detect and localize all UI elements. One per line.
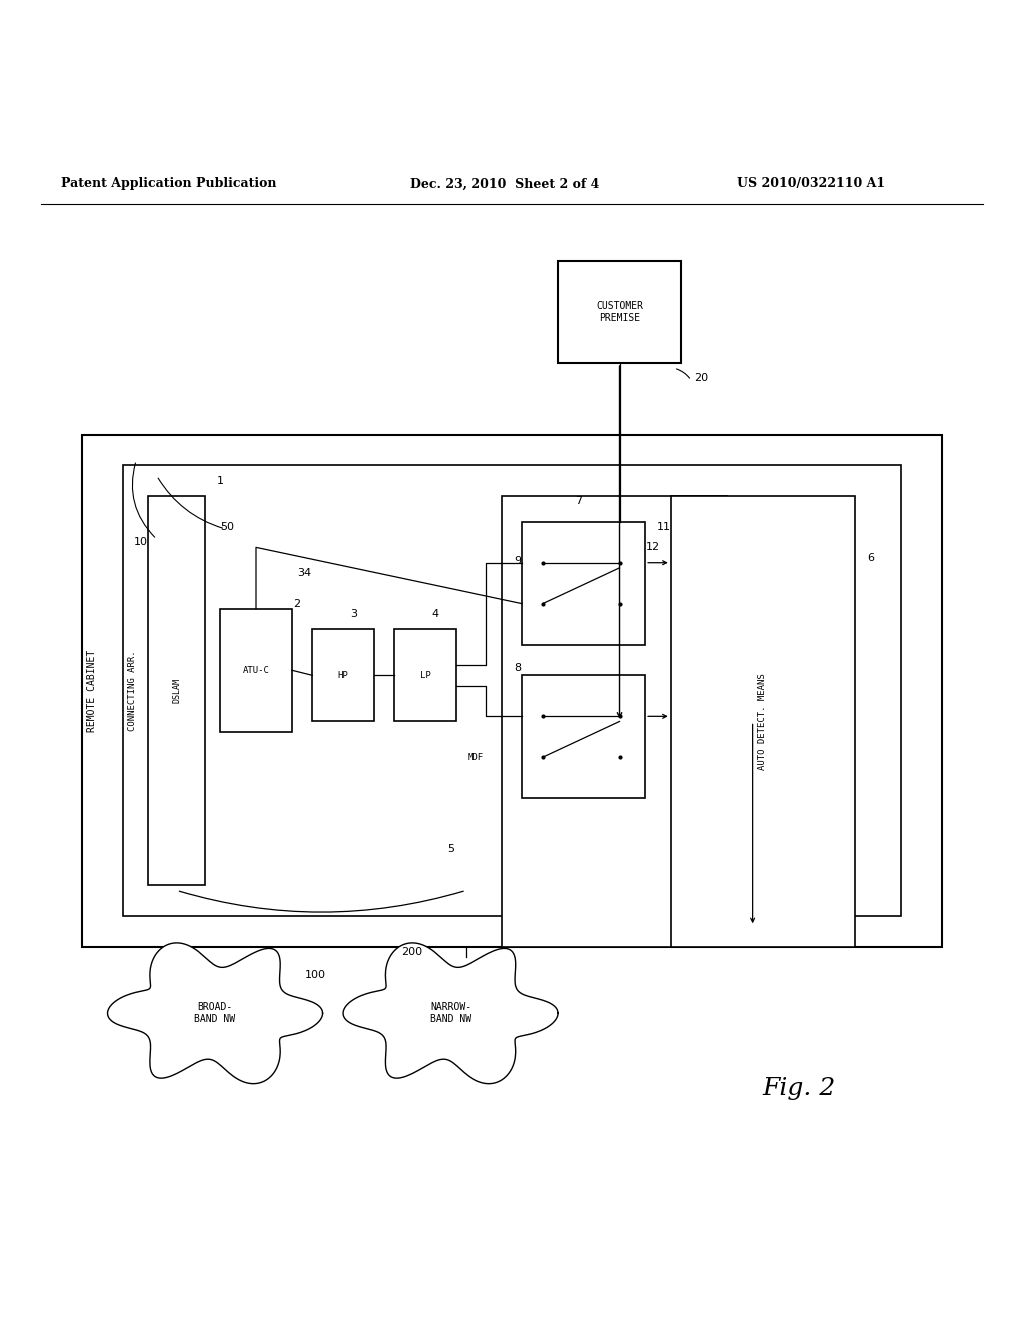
Bar [312,630,374,722]
Text: 2: 2 [294,599,300,609]
Text: 7: 7 [575,496,582,507]
Text: AUTO DETECT. MEANS: AUTO DETECT. MEANS [759,673,767,770]
Text: 11: 11 [656,521,671,532]
Bar [148,496,205,886]
Text: 5: 5 [447,845,454,854]
Text: Patent Application Publication: Patent Application Publication [61,177,276,190]
Text: ATU-C: ATU-C [243,665,269,675]
Text: 1: 1 [217,475,223,486]
Text: BROAD-
BAND NW: BROAD- BAND NW [195,1002,236,1024]
Text: 20: 20 [694,374,709,383]
Text: 9: 9 [515,556,521,566]
Text: DSLAM: DSLAM [172,678,181,704]
Bar [671,496,855,946]
Text: CONNECTING ARR.: CONNECTING ARR. [128,651,137,731]
Text: REMOTE CABINET: REMOTE CABINET [87,649,97,731]
Text: 50: 50 [220,521,234,532]
Text: 3: 3 [350,609,356,619]
Bar [558,260,681,363]
Text: 8: 8 [515,663,521,673]
Text: Dec. 23, 2010  Sheet 2 of 4: Dec. 23, 2010 Sheet 2 of 4 [410,177,599,190]
Bar [220,609,292,731]
Text: 10: 10 [134,537,148,548]
Bar [522,521,645,644]
Text: CUSTOMER
PREMISE: CUSTOMER PREMISE [596,301,643,322]
Bar [82,434,942,946]
Text: 34: 34 [297,568,311,578]
Bar [123,466,901,916]
Text: NARROW-
BAND NW: NARROW- BAND NW [430,1002,471,1024]
Bar [502,496,727,946]
Text: US 2010/0322110 A1: US 2010/0322110 A1 [737,177,886,190]
Polygon shape [343,942,558,1084]
Polygon shape [108,942,323,1084]
Text: 100: 100 [305,970,326,981]
Text: MDF: MDF [468,752,484,762]
Text: 200: 200 [401,946,422,957]
Text: Fig. 2: Fig. 2 [762,1077,836,1100]
Text: 6: 6 [867,553,873,562]
Text: HP: HP [338,671,348,680]
Bar [394,630,456,722]
Text: 4: 4 [432,609,438,619]
Bar [522,676,645,799]
Text: LP: LP [420,671,430,680]
Text: 12: 12 [646,543,660,552]
